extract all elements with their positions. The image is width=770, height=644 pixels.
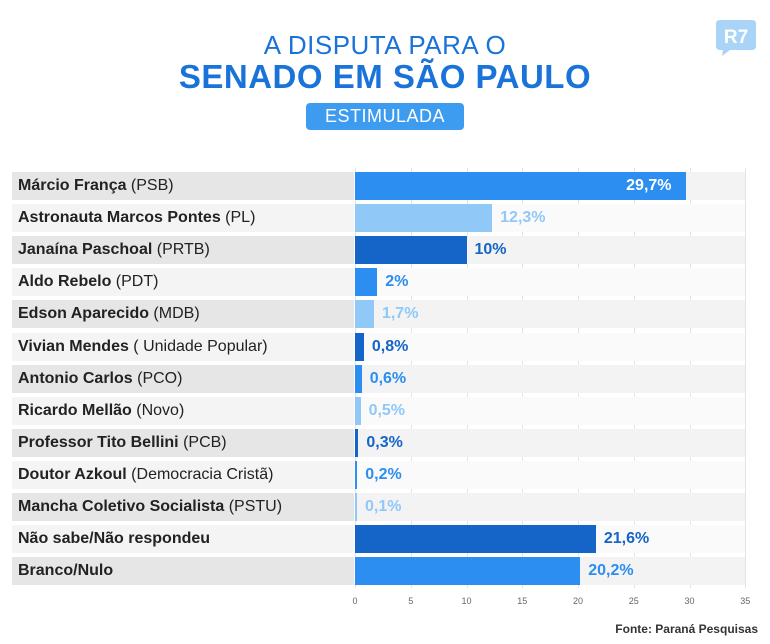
x-tick-label: 10 (461, 596, 472, 606)
data-label: 20,2% (588, 562, 634, 580)
chart-title-line2: SENADO EM SÃO PAULO (178, 58, 592, 95)
data-label: 29,7% (626, 177, 672, 194)
x-tick-label: 35 (740, 596, 751, 606)
x-tick-label: 0 (352, 596, 358, 606)
candidate-name: Doutor Azkoul (18, 465, 127, 483)
data-label: 0,5% (368, 401, 406, 419)
x-tick-label: 5 (408, 596, 414, 606)
data-label: 12,3% (500, 209, 546, 227)
data-label: 1,7% (381, 305, 419, 323)
candidate-name: Janaína Paschoal (18, 241, 153, 259)
data-label: 10% (474, 241, 507, 259)
row-background (355, 493, 745, 521)
candidate-party: (PRTB) (152, 241, 210, 259)
candidate-name: Professor Tito Bellini (18, 433, 179, 451)
category-label: Professor Tito Bellini (PCB) (12, 428, 354, 457)
category-label: Astronauta Marcos Pontes (PL) (12, 204, 354, 233)
data-label: 0,3% (366, 433, 403, 451)
row-background (355, 332, 745, 361)
candidate-name: Edson Aparecido (18, 305, 149, 323)
candidate-party: (PCB) (178, 433, 227, 451)
candidate-party: (PSB) (126, 177, 174, 194)
bar (355, 493, 357, 521)
category-label: Não sabe/Não respondeu (12, 525, 354, 554)
r7-logo-icon: R7 (716, 20, 756, 56)
category-label: Márcio França (PSB) (12, 172, 354, 200)
chart-header: A DISPUTA PARA O SENADO EM SÃO PAULO EST… (0, 0, 770, 140)
category-label: Doutor Azkoul (Democracia Cristã) (12, 460, 354, 489)
bar (355, 396, 361, 425)
bar (355, 268, 378, 297)
candidate-name: Branco/Nulo (18, 562, 114, 580)
bar (355, 428, 359, 457)
candidate-party: (PSTU) (224, 498, 283, 515)
row-background (355, 300, 745, 329)
bar (355, 332, 364, 361)
candidate-party: (PDT) (111, 273, 159, 291)
x-tick-label: 25 (628, 596, 639, 606)
category-label: Antonio Carlos (PCO) (12, 364, 354, 393)
candidate-party: (PCO) (132, 369, 183, 387)
bar (355, 204, 493, 233)
candidate-name: Não sabe/Não respondeu (18, 530, 211, 548)
candidate-party: (Democracia Cristã) (126, 465, 274, 483)
survey-type-badge: ESTIMULADA (306, 103, 464, 130)
candidate-name: Aldo Rebelo (18, 273, 112, 291)
bar (355, 364, 362, 393)
row-background (355, 428, 745, 457)
candidate-name: Vivian Mendes (18, 337, 129, 355)
candidate-party: (MDB) (148, 305, 200, 323)
gridline (745, 168, 747, 588)
bar (355, 172, 687, 200)
candidate-name: Astronauta Marcos Pontes (18, 209, 221, 227)
data-label: 0,6% (369, 369, 407, 387)
category-label: Janaína Paschoal (PRTB) (12, 236, 354, 265)
x-tick-label: 15 (517, 596, 528, 606)
bar (355, 525, 596, 554)
row-background (355, 460, 745, 489)
data-label: 2% (385, 273, 409, 291)
bar (355, 557, 581, 586)
category-label: Edson Aparecido (MDB) (12, 300, 354, 329)
category-label: Aldo Rebelo (PDT) (12, 268, 354, 297)
candidate-name: Mancha Coletivo Socialista (18, 498, 225, 515)
candidate-party: (Novo) (131, 401, 185, 419)
data-label: 21,6% (603, 530, 650, 548)
r7-logo-text: R7 (724, 27, 748, 48)
category-label: Branco/Nulo (12, 557, 354, 586)
candidate-party: (PL) (220, 209, 256, 227)
x-tick-label: 30 (684, 596, 695, 606)
category-label: Mancha Coletivo Socialista (PSTU) (12, 493, 354, 521)
bar (355, 460, 358, 489)
bar (355, 236, 467, 265)
row-background (355, 268, 745, 297)
row-background (355, 364, 745, 393)
candidate-party: ( Unidade Popular) (128, 337, 268, 355)
row-background (355, 396, 745, 425)
candidate-name: Márcio França (18, 177, 127, 194)
chart-title-line1: A DISPUTA PARA O (263, 30, 507, 60)
x-tick-label: 20 (572, 596, 584, 606)
candidate-name: Antonio Carlos (18, 369, 133, 387)
bar (355, 300, 374, 329)
data-label: 0,2% (365, 465, 402, 483)
source-note: Fonte: Paraná Pesquisas (615, 622, 758, 636)
data-label: 0,1% (365, 498, 402, 515)
candidate-name: Ricardo Mellão (18, 401, 132, 419)
category-label: Vivian Mendes ( Unidade Popular) (12, 332, 354, 361)
data-label: 0,8% (371, 337, 409, 355)
category-label: Ricardo Mellão (Novo) (12, 396, 354, 425)
